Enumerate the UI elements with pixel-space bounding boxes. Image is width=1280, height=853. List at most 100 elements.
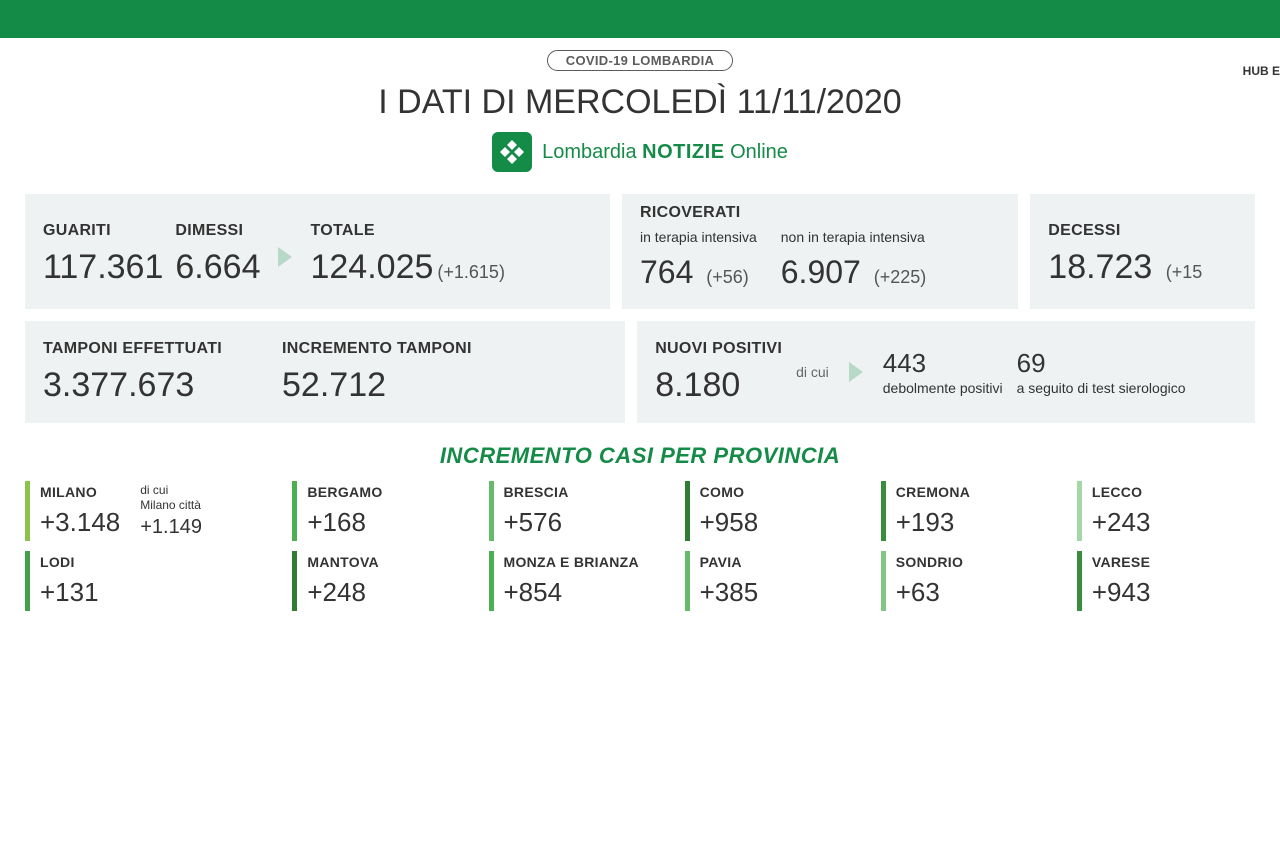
label-debolmente: debolmente positivi: [883, 379, 1003, 397]
stat-totale: TOTALE 124.025(+1.615): [310, 222, 504, 291]
province-value: +958: [700, 507, 759, 538]
content: GUARITI 117.361 DIMESSI 6.664 TOTALE 124…: [0, 194, 1280, 611]
province-bar: [489, 481, 494, 541]
province-name: LODI: [40, 554, 99, 571]
province-item: MILANO+3.148: [25, 481, 120, 541]
hub-label: HUB E: [1243, 64, 1280, 78]
header: COVID-19 LOMBARDIA HUB E I DATI DI MERCO…: [0, 38, 1280, 182]
province-item-milano: MILANO+3.148 di cuiMilano città+1.149: [25, 481, 274, 541]
value-totale: 124.025(+1.615): [310, 248, 504, 287]
card-decessi: DECESSI 18.723 (+15: [1030, 194, 1255, 309]
arrow-icon: [849, 362, 863, 382]
province-content: LECCO+243: [1092, 481, 1151, 541]
card-ricoverati: RICOVERATI in terapia intensiva 764 (+56…: [622, 194, 1018, 309]
value-sierologico: 69: [1017, 348, 1186, 379]
province-item: CREMONA +193: [881, 481, 1059, 541]
delta-intensiva: (+56): [706, 267, 749, 287]
label-decessi: DECESSI: [1048, 222, 1237, 240]
value-nuovi: 8.180: [655, 366, 782, 405]
stat-dimessi: DIMESSI 6.664: [175, 222, 260, 291]
arrow-icon: [278, 247, 292, 267]
value-non-intensiva: 6.907 (+225): [781, 254, 927, 291]
province-extra: di cuiMilano città+1.149: [140, 483, 202, 540]
province-content: MANTOVA+248: [307, 551, 379, 611]
value-tamponi: 3.377.673: [43, 366, 222, 405]
province-item: SONDRIO +63: [881, 551, 1059, 611]
province-content: MONZA E BRIANZA +854: [504, 551, 639, 611]
stat-nuovi-positivi: NUOVI POSITIVI 8.180: [655, 339, 782, 405]
label-guariti: GUARITI: [43, 222, 163, 240]
top-bar: [0, 0, 1280, 38]
province-section-title: INCREMENTO CASI PER PROVINCIA: [25, 443, 1255, 469]
stat-guariti: GUARITI 117.361: [43, 222, 163, 291]
stat-debolmente: 443 debolmente positivi: [883, 348, 1003, 397]
province-content: BERGAMO +168: [307, 481, 382, 541]
value-dimessi: 6.664: [175, 248, 260, 287]
label-incremento: INCREMENTO TAMPONI: [282, 339, 472, 358]
province-value: +63: [896, 577, 963, 608]
province-item: LECCO+243: [1077, 481, 1255, 541]
province-name: MONZA E BRIANZA: [504, 554, 639, 571]
logo-text-post: Online: [730, 141, 788, 163]
province-value: +168: [307, 507, 382, 538]
label-sierologico: a seguito di test sierologico: [1017, 379, 1186, 397]
label-non-intensiva: non in terapia intensiva: [781, 228, 927, 246]
province-bar: [685, 551, 690, 611]
province-item: MONZA E BRIANZA +854: [489, 551, 667, 611]
card-guariti-dimessi-totale: GUARITI 117.361 DIMESSI 6.664 TOTALE 124…: [25, 194, 610, 309]
province-bar: [1077, 481, 1082, 541]
province-value: +248: [307, 577, 379, 608]
province-content: CREMONA +193: [896, 481, 970, 541]
province-value: +576: [504, 507, 569, 538]
value-guariti: 117.361: [43, 248, 163, 287]
province-value: +854: [504, 577, 639, 608]
province-name: CREMONA: [896, 484, 970, 501]
province-item: PAVIA+385: [685, 551, 863, 611]
province-value: +243: [1092, 507, 1151, 538]
card-nuovi-positivi: NUOVI POSITIVI 8.180 di cui 443 debolmen…: [637, 321, 1255, 423]
delta-decessi: (+15: [1166, 262, 1203, 282]
province-bar: [292, 481, 297, 541]
logo-text-mid: NOTIZIE: [642, 141, 724, 163]
logo-text: Lombardia NOTIZIE Online: [542, 141, 788, 164]
value-debolmente: 443: [883, 348, 1003, 379]
province-bar: [25, 481, 30, 541]
stat-incremento-tamponi: INCREMENTO TAMPONI 52.712: [282, 339, 472, 405]
value-intensiva: 764 (+56): [640, 254, 757, 291]
stat-non-intensiva: non in terapia intensiva 6.907 (+225): [781, 228, 927, 291]
value-decessi: 18.723 (+15: [1048, 248, 1237, 287]
province-name: PAVIA: [700, 554, 759, 571]
province-name: MILANO: [40, 484, 120, 501]
province-name: BERGAMO: [307, 484, 382, 501]
label-intensiva: in terapia intensiva: [640, 228, 757, 246]
province-content: COMO+958: [700, 481, 759, 541]
stat-sierologico: 69 a seguito di test sierologico: [1017, 348, 1186, 397]
province-item: VARESE+943: [1077, 551, 1255, 611]
province-item: COMO+958: [685, 481, 863, 541]
province-value: +131: [40, 577, 99, 608]
province-item: BERGAMO +168: [292, 481, 470, 541]
label-dimessi: DIMESSI: [175, 222, 260, 240]
logo-text-pre: Lombardia: [542, 141, 637, 163]
label-ricoverati: RICOVERATI: [640, 204, 1000, 222]
summary-row-2: TAMPONI EFFETTUATI 3.377.673 INCREMENTO …: [25, 321, 1255, 423]
province-bar: [685, 481, 690, 541]
province-item: LODI +131: [25, 551, 274, 611]
covid-badge: COVID-19 LOMBARDIA: [547, 50, 733, 71]
stat-terapia-intensiva: in terapia intensiva 764 (+56): [640, 228, 757, 291]
lombardia-logo-icon: [492, 132, 532, 172]
province-bar: [881, 551, 886, 611]
province-content: MILANO+3.148: [40, 481, 120, 541]
province-bar: [489, 551, 494, 611]
label-dicui: di cui: [796, 364, 829, 380]
delta-non-intensiva: (+225): [874, 267, 927, 287]
province-grid: MILANO+3.148 di cuiMilano città+1.149 BERG…: [25, 481, 1255, 611]
province-content: BRESCIA +576: [504, 481, 569, 541]
province-name: BRESCIA: [504, 484, 569, 501]
summary-row-1: GUARITI 117.361 DIMESSI 6.664 TOTALE 124…: [25, 194, 1255, 309]
province-name: SONDRIO: [896, 554, 963, 571]
province-value: +193: [896, 507, 970, 538]
card-tamponi: TAMPONI EFFETTUATI 3.377.673 INCREMENTO …: [25, 321, 625, 423]
province-content: SONDRIO +63: [896, 551, 963, 611]
page-title: I DATI DI MERCOLEDÌ 11/11/2020: [0, 83, 1280, 122]
